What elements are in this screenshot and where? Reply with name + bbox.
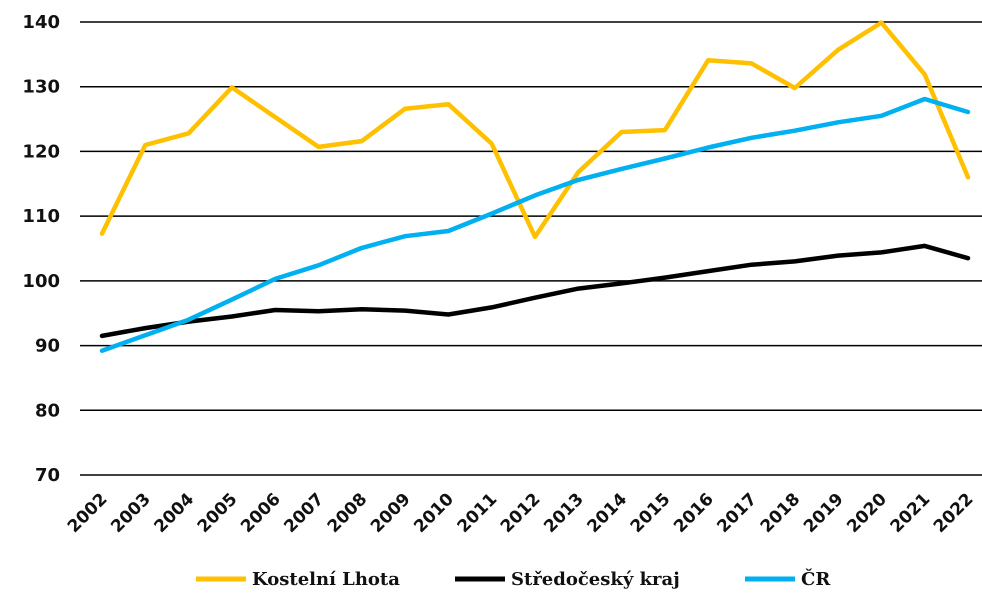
x-tick-label: 2008 <box>324 489 372 537</box>
legend: Kostelní Lhota Středočeský kraj ČR <box>196 567 831 590</box>
x-tick-label: 2014 <box>584 489 632 537</box>
series-line-2 <box>99 96 971 353</box>
x-tick-label: 2007 <box>280 489 328 537</box>
x-axis-tick-labels: 2002200320042005200620072008200920102011… <box>64 489 978 537</box>
legend-label: Kostelní Lhota <box>252 569 400 590</box>
x-tick-label: 2009 <box>367 489 415 537</box>
series-lines <box>99 20 971 353</box>
x-tick-label: 2006 <box>237 489 285 537</box>
y-tick-label: 130 <box>22 77 60 98</box>
y-tick-label: 100 <box>22 271 60 292</box>
legend-label: Středočeský kraj <box>511 569 680 590</box>
x-tick-label: 2011 <box>454 489 502 537</box>
x-tick-label: 2020 <box>843 489 891 537</box>
x-tick-label: 2003 <box>107 489 155 537</box>
x-tick-label: 2022 <box>930 489 978 537</box>
series-line-0 <box>99 20 971 240</box>
gridlines <box>80 21 982 476</box>
y-tick-label: 70 <box>35 465 60 486</box>
x-tick-label: 2013 <box>540 489 588 537</box>
x-tick-label: 2010 <box>410 489 458 537</box>
x-tick-label: 2005 <box>194 489 242 537</box>
x-tick-label: 2004 <box>151 489 199 537</box>
x-tick-label: 2016 <box>670 489 718 537</box>
y-tick-label: 80 <box>35 400 60 421</box>
y-tick-label: 120 <box>22 141 60 162</box>
x-tick-label: 2021 <box>887 489 935 537</box>
x-tick-label: 2015 <box>627 489 675 537</box>
x-tick-label: 2012 <box>497 489 545 537</box>
series-line-1 <box>99 243 971 339</box>
legend-label: ČR <box>801 567 831 590</box>
y-tick-label: 140 <box>22 12 60 33</box>
x-tick-label: 2018 <box>757 489 805 537</box>
y-axis-tick-labels: 70 80 90 100 110 120 130 140 <box>22 12 60 486</box>
x-tick-label: 2019 <box>800 489 848 537</box>
y-tick-label: 90 <box>35 336 60 357</box>
y-tick-label: 110 <box>22 206 60 227</box>
x-tick-label: 2002 <box>64 489 112 537</box>
x-tick-label: 2017 <box>713 489 761 537</box>
